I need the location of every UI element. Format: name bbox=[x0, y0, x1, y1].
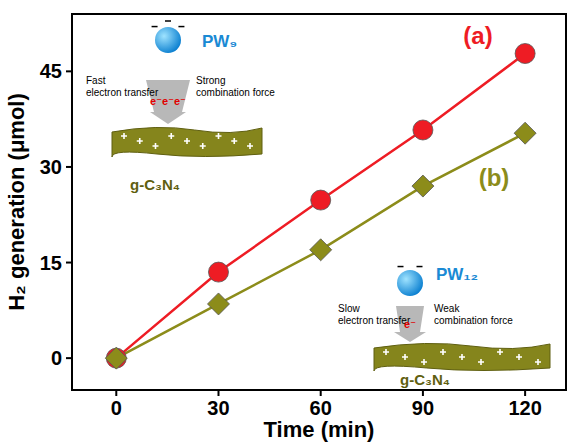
plot-frame bbox=[72, 14, 566, 390]
x-tick-label: 60 bbox=[310, 397, 332, 419]
plus-sign bbox=[535, 359, 541, 365]
plus-sign bbox=[478, 359, 484, 365]
sheet bbox=[374, 343, 550, 371]
plus-sign bbox=[153, 143, 159, 149]
x-tick bbox=[115, 390, 117, 396]
plus-sign bbox=[516, 354, 522, 360]
transfer-arrow bbox=[146, 80, 190, 112]
y-tick bbox=[66, 262, 72, 264]
point bbox=[413, 120, 433, 140]
y-tick bbox=[66, 166, 72, 168]
plus-sign bbox=[440, 349, 446, 355]
x-tick bbox=[524, 390, 526, 396]
plus-sign bbox=[402, 354, 408, 360]
annotation: Strongcombination force bbox=[196, 75, 275, 98]
annotation-line: combination force bbox=[434, 315, 513, 326]
y-tick-label: 15 bbox=[40, 252, 62, 274]
annotation-line: Fast bbox=[86, 75, 106, 86]
series-label: (b) bbox=[479, 164, 510, 191]
minus-sign bbox=[165, 20, 171, 22]
annotation: g-C₃N₄ bbox=[400, 371, 450, 388]
transfer-arrow-head bbox=[394, 332, 426, 342]
plus-sign bbox=[247, 143, 253, 149]
y-tick-label: 45 bbox=[40, 60, 62, 82]
plus-sign bbox=[168, 133, 174, 139]
annotation: g-C₃N₄ bbox=[130, 176, 180, 193]
point bbox=[105, 347, 127, 369]
minus-sign bbox=[178, 26, 184, 28]
sheet bbox=[112, 127, 262, 157]
minus-sign bbox=[417, 266, 423, 268]
point bbox=[311, 190, 331, 210]
annotation-line: Strong bbox=[196, 75, 225, 86]
plus-sign bbox=[200, 143, 206, 149]
plus-sign bbox=[497, 349, 503, 355]
annotation: Fastelectron transfer bbox=[86, 75, 159, 98]
point bbox=[514, 122, 536, 144]
point bbox=[412, 175, 434, 197]
annotation: PW₁₂ bbox=[436, 265, 478, 284]
plus-sign bbox=[383, 349, 389, 355]
annotation: Weakcombination force bbox=[434, 303, 513, 326]
plus-sign bbox=[121, 133, 127, 139]
annotation: e⁻e⁻e⁻ bbox=[150, 95, 186, 107]
x-tick-label: 90 bbox=[412, 397, 434, 419]
x-tick bbox=[422, 390, 424, 396]
polyoxometalate bbox=[155, 27, 181, 53]
x-tick bbox=[320, 390, 322, 396]
g-c3n4-sheet bbox=[374, 343, 550, 371]
plot-area bbox=[105, 44, 536, 370]
plus-sign bbox=[421, 359, 427, 365]
y-tick-label: 30 bbox=[40, 156, 62, 178]
y-tick bbox=[66, 357, 72, 359]
chart: 0 30 60 90 120 0 15 30 45 Time (min) H₂ generation… bbox=[0, 0, 576, 446]
point bbox=[208, 262, 228, 282]
series-line bbox=[116, 54, 525, 359]
annotation-line: electron transfer bbox=[86, 87, 159, 98]
annotation: PW₉ bbox=[202, 32, 237, 51]
point bbox=[310, 239, 332, 261]
point bbox=[207, 293, 229, 315]
plus-sign bbox=[216, 133, 222, 139]
series-label: (a) bbox=[463, 22, 492, 49]
y-tick-label: 0 bbox=[51, 347, 62, 369]
x-tick bbox=[217, 390, 219, 396]
point bbox=[515, 44, 535, 64]
annotation-line: electron transfer bbox=[338, 315, 411, 326]
plus-sign bbox=[184, 138, 190, 144]
annotation-line: Slow bbox=[338, 303, 360, 314]
y-tick bbox=[66, 70, 72, 72]
x-axis-title: Time (min) bbox=[264, 417, 375, 442]
annotation-line: Weak bbox=[434, 303, 460, 314]
transfer-arrow-head bbox=[150, 112, 186, 124]
annotation: Slowelectron transfer bbox=[338, 303, 411, 326]
series-line bbox=[116, 133, 525, 358]
polyoxometalate bbox=[397, 270, 423, 296]
point bbox=[106, 348, 126, 368]
minus-sign bbox=[398, 266, 404, 268]
plus-sign bbox=[231, 138, 237, 144]
x-tick-label: 0 bbox=[111, 397, 122, 419]
x-tick-label: 30 bbox=[207, 397, 229, 419]
g-c3n4-sheet bbox=[112, 127, 262, 157]
minus-sign bbox=[152, 26, 158, 28]
annotation-line: combination force bbox=[196, 87, 275, 98]
plus-sign bbox=[137, 138, 143, 144]
y-axis-title: H₂ generation (μmol) bbox=[4, 93, 29, 311]
x-tick-label: 120 bbox=[508, 397, 541, 419]
plus-sign bbox=[459, 354, 465, 360]
annotation: e⁻ bbox=[404, 318, 416, 330]
